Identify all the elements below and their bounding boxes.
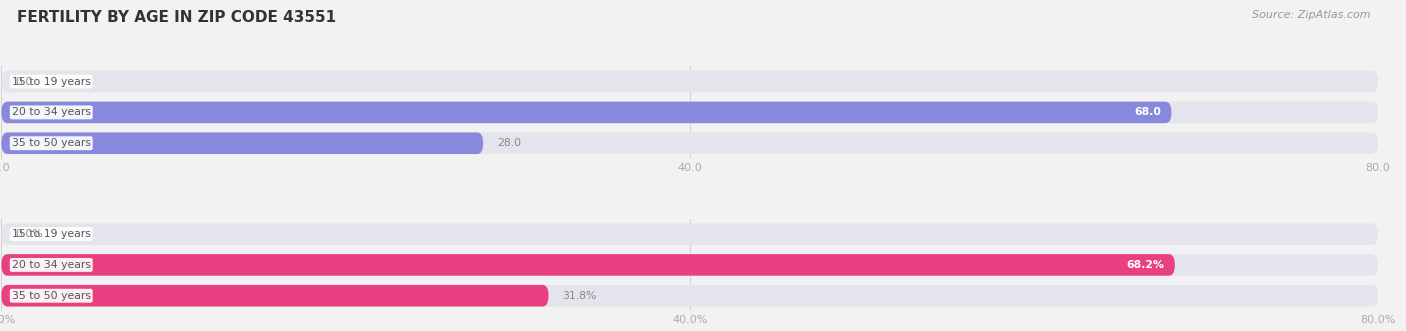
Text: 20 to 34 years: 20 to 34 years: [11, 108, 91, 118]
FancyBboxPatch shape: [1, 102, 1171, 123]
Text: 0.0: 0.0: [15, 76, 32, 87]
Text: 15 to 19 years: 15 to 19 years: [11, 229, 90, 239]
Text: 15 to 19 years: 15 to 19 years: [11, 76, 90, 87]
FancyBboxPatch shape: [1, 285, 548, 307]
Text: 68.0: 68.0: [1135, 108, 1161, 118]
Text: 28.0: 28.0: [496, 138, 522, 148]
Text: 35 to 50 years: 35 to 50 years: [11, 291, 91, 301]
Text: Source: ZipAtlas.com: Source: ZipAtlas.com: [1253, 10, 1371, 20]
Text: FERTILITY BY AGE IN ZIP CODE 43551: FERTILITY BY AGE IN ZIP CODE 43551: [17, 10, 336, 25]
FancyBboxPatch shape: [1, 254, 1378, 276]
FancyBboxPatch shape: [1, 71, 1378, 92]
Text: 35 to 50 years: 35 to 50 years: [11, 138, 91, 148]
Text: 20 to 34 years: 20 to 34 years: [11, 260, 91, 270]
Text: 68.2%: 68.2%: [1126, 260, 1164, 270]
Text: 31.8%: 31.8%: [562, 291, 596, 301]
FancyBboxPatch shape: [1, 223, 1378, 245]
FancyBboxPatch shape: [1, 102, 1378, 123]
Text: 0.0%: 0.0%: [15, 229, 44, 239]
FancyBboxPatch shape: [1, 132, 1378, 154]
FancyBboxPatch shape: [1, 132, 484, 154]
FancyBboxPatch shape: [1, 254, 1175, 276]
FancyBboxPatch shape: [1, 285, 1378, 307]
